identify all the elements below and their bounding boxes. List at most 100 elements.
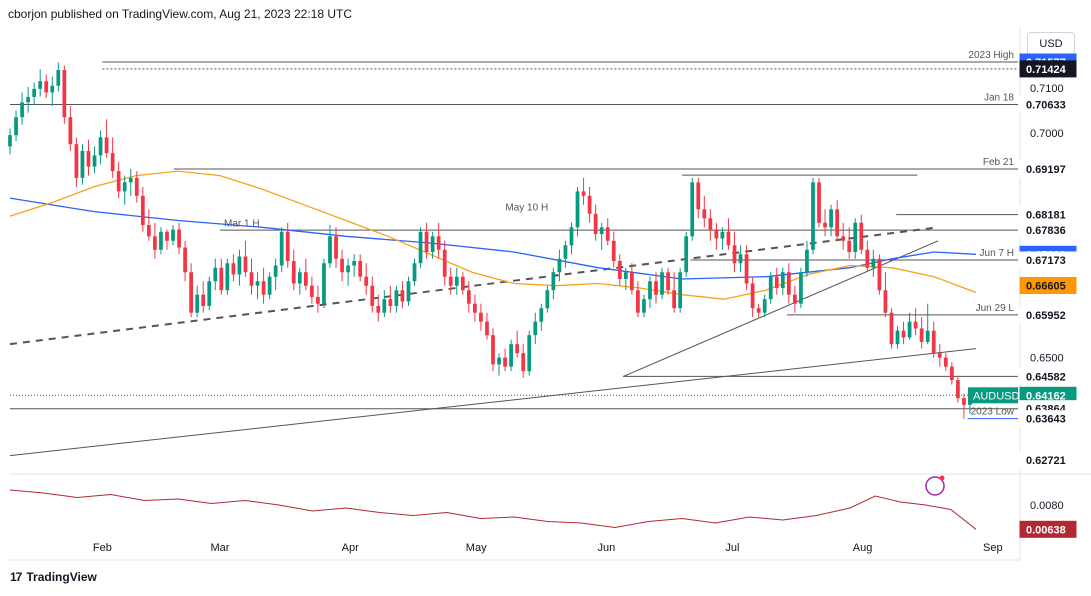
- candle-body: [165, 231, 169, 241]
- candle-body: [708, 218, 713, 230]
- candle-body: [841, 236, 846, 241]
- event-dot-icon: [939, 475, 945, 481]
- candle-body: [883, 290, 888, 313]
- candle-body: [569, 227, 574, 246]
- tradingview-footer[interactable]: 17 TradingView: [10, 570, 97, 584]
- candle-body: [871, 258, 876, 268]
- level-note: Jun 29 L: [976, 303, 1015, 314]
- candle-body: [503, 357, 507, 367]
- y-tick-label: 0.7000: [1030, 128, 1064, 140]
- candle-body: [720, 231, 725, 239]
- candle-body: [847, 240, 852, 253]
- x-tick-label: May: [466, 542, 487, 554]
- price-tag: [1019, 276, 1077, 294]
- candle-body: [346, 265, 350, 273]
- candle-body: [793, 294, 797, 304]
- candle-body: [889, 312, 894, 345]
- price-tag-label: 0.64582: [1026, 371, 1066, 383]
- candle-body: [696, 182, 701, 210]
- candle-body: [949, 366, 954, 381]
- candle-body: [201, 294, 206, 306]
- y-tick-label: 0.6500: [1030, 353, 1064, 365]
- candle-body: [140, 195, 145, 226]
- candle-body: [551, 272, 556, 291]
- candle-body: [340, 258, 344, 273]
- candle-body: [255, 281, 260, 286]
- candle-body: [738, 254, 743, 264]
- y-tick-label: 0.0080: [1030, 500, 1064, 512]
- ma-long-line: [9, 197, 977, 280]
- tradingview-brand: TradingView: [26, 570, 97, 584]
- trend-line: [623, 240, 939, 377]
- candle-body: [726, 231, 731, 246]
- candle-body: [925, 330, 930, 342]
- candle-body: [485, 321, 489, 336]
- candle-body: [805, 249, 809, 273]
- candle-body: [44, 81, 49, 93]
- candle-body: [219, 267, 224, 291]
- level-note: Feb 21: [983, 157, 1015, 168]
- candle-body: [249, 272, 254, 286]
- candle-body: [907, 321, 912, 338]
- x-tick-label: Mar: [211, 542, 230, 554]
- trend-line: [9, 226, 939, 346]
- candle-body: [931, 330, 936, 354]
- symbol-tag-label: AUDUSD: [973, 390, 1020, 402]
- symbol-tag: [968, 387, 1018, 404]
- candle-body: [436, 236, 441, 250]
- candle-body: [14, 117, 18, 136]
- price-tag-label: 0.67836: [1026, 225, 1066, 237]
- candle-body: [732, 245, 737, 264]
- candle-body: [50, 85, 55, 93]
- event-marker-icon: [925, 476, 945, 496]
- publisher-header: cborjon published on TradingView.com, Au…: [8, 7, 353, 21]
- candle-body: [104, 137, 109, 154]
- candle-body: [213, 267, 218, 282]
- price-tag-label: 0.68181: [1026, 210, 1066, 222]
- candle-body: [454, 276, 459, 286]
- candle-body: [406, 281, 411, 302]
- candle-body: [515, 344, 520, 354]
- candle-body: [424, 231, 429, 253]
- candle-body: [116, 171, 121, 192]
- x-tick-label: Feb: [93, 542, 112, 554]
- candle-body: [545, 290, 550, 309]
- price-tag: [1019, 451, 1077, 469]
- candle-body: [394, 290, 399, 306]
- candle-body: [919, 328, 924, 342]
- candle-body: [62, 69, 67, 118]
- candle-body: [460, 276, 465, 291]
- candle-body: [171, 229, 175, 241]
- candle-body: [74, 144, 79, 178]
- candle-body: [744, 254, 749, 284]
- candle-body: [8, 135, 12, 147]
- candle-body: [110, 153, 115, 172]
- candle-body: [267, 276, 272, 295]
- candle-body: [962, 398, 966, 405]
- candle-body: [654, 281, 658, 295]
- candle-body: [189, 272, 193, 313]
- candle-body: [86, 150, 91, 167]
- candle-body: [629, 272, 634, 291]
- candle-body: [310, 285, 314, 297]
- candle-body: [642, 299, 646, 313]
- candle-body: [835, 209, 840, 237]
- candle-body: [20, 102, 24, 118]
- candle-body: [207, 281, 212, 306]
- candle-body: [303, 272, 308, 286]
- candle-body: [153, 236, 157, 250]
- candle-body: [527, 335, 532, 372]
- candle-body: [497, 357, 501, 365]
- candle-body: [146, 225, 151, 237]
- candle-body: [593, 213, 598, 235]
- candle-body: [358, 261, 363, 277]
- price-tag-label: 0.63643: [1026, 414, 1066, 426]
- price-tag-label: 0.65952: [1026, 310, 1066, 322]
- x-tick-label: Jun: [598, 542, 616, 554]
- candle-body: [473, 303, 477, 313]
- candle-body: [533, 321, 538, 336]
- candle-body: [799, 272, 803, 304]
- candle-body: [322, 263, 326, 304]
- candle-body: [291, 261, 296, 284]
- candle-body: [611, 240, 616, 261]
